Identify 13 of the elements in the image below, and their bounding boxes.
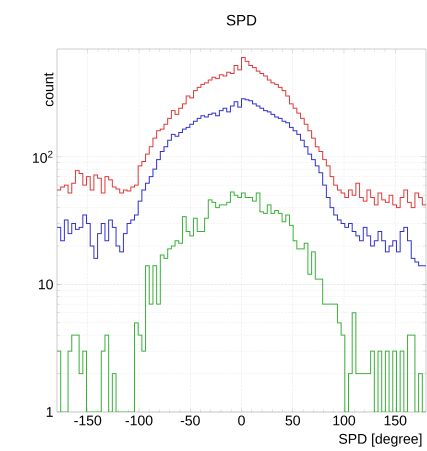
y-tick-label: 10 xyxy=(38,279,53,290)
x-axis-title: SPD [degree] xyxy=(339,434,422,447)
x-tick-label: 150 xyxy=(384,416,406,426)
y-tick-label: 10$^{2}$ xyxy=(33,150,52,163)
y-tick-label: 1 xyxy=(46,407,53,417)
x-tick-label: -100 xyxy=(126,416,152,426)
y-axis-title: count xyxy=(44,72,54,106)
chart-title: SPD xyxy=(226,14,256,26)
x-tick-label: 50 xyxy=(286,416,300,426)
x-tick-label: -50 xyxy=(180,416,200,426)
x-tick-label: -150 xyxy=(74,416,102,426)
x-tick-label: 100 xyxy=(333,416,356,426)
x-tick-label: 0 xyxy=(238,416,245,426)
